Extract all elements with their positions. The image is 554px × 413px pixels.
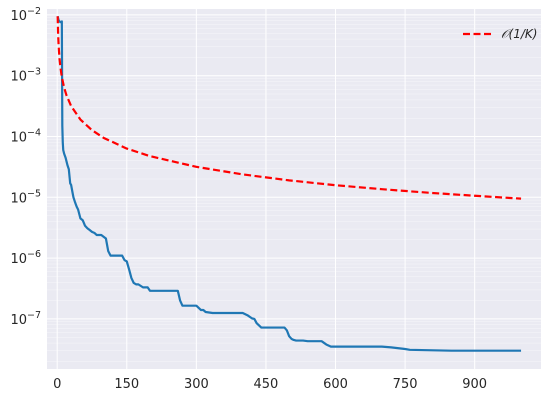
y-tick-label: 10−7 <box>10 310 41 328</box>
x-tick-label: 450 <box>254 377 279 392</box>
grid-lines <box>47 9 541 369</box>
x-tick-label: 300 <box>184 377 209 392</box>
legend-label: 𝒪(1/K) <box>501 27 537 41</box>
x-tick-label: 600 <box>323 377 348 392</box>
x-axis: 0 150 300 450 600 750 900 <box>53 377 487 392</box>
y-tick-label: 10−2 <box>10 6 41 24</box>
convergence-curve-line <box>56 15 522 352</box>
reference-curve-line <box>56 16 522 200</box>
y-tick-label: 10−4 <box>10 127 41 145</box>
legend: 𝒪(1/K) <box>463 27 537 41</box>
y-axis: 10−7 10−6 10−5 10−4 10−3 10−2 <box>10 6 41 328</box>
series-layer <box>56 15 522 352</box>
x-tick-label: 750 <box>393 377 418 392</box>
x-tick-label: 900 <box>462 377 487 392</box>
y-tick-label: 10−5 <box>10 188 41 206</box>
y-tick-label: 10−3 <box>10 67 41 85</box>
plot-area <box>47 9 541 369</box>
x-tick-label: 0 <box>53 377 61 392</box>
y-tick-label: 10−6 <box>10 249 41 267</box>
x-tick-label: 150 <box>114 377 139 392</box>
